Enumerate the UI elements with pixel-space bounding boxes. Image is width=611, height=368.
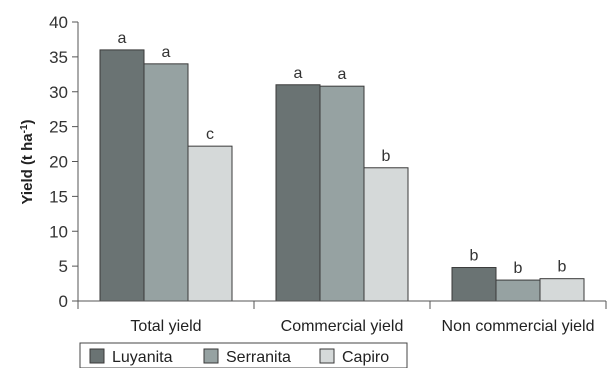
bar-serranita-0 [143, 63, 189, 302]
svg-text:Yield (t ha-1): Yield (t ha-1) [19, 119, 37, 204]
y-tick-label: 10 [49, 222, 68, 241]
bar-luyanita-1 [275, 84, 321, 302]
data-label: c [206, 126, 214, 143]
bar-capiro-2 [539, 278, 585, 302]
bar-capiro-0 [187, 145, 233, 302]
y-tick-label: 0 [59, 292, 68, 311]
y-tick-label: 40 [49, 13, 68, 32]
x-axis-category-labels: Total yield Commercial yield Non commercia… [130, 318, 594, 335]
axes [77, 22, 607, 309]
x-category-label: Commercial yield [281, 318, 404, 335]
y-axis-title-superscript: -1 [19, 124, 30, 133]
legend-swatch-capiro [319, 348, 335, 364]
legend-swatch-luyanita [89, 348, 105, 364]
legend-box [79, 342, 408, 368]
y-tick-label: 5 [59, 257, 68, 276]
y-tick-label: 15 [49, 187, 68, 206]
bar-serranita-1 [319, 85, 365, 302]
legend-label-capiro: Capiro [342, 349, 389, 366]
data-label: b [382, 148, 391, 165]
data-label: b [514, 260, 523, 277]
y-tick-label: 25 [49, 118, 68, 137]
y-axis-title-close: ) [19, 119, 36, 124]
data-label: a [118, 30, 127, 47]
bar-luyanita-0 [99, 49, 145, 302]
y-tick-label: 30 [49, 83, 68, 102]
data-label: a [294, 65, 303, 82]
bar-capiro-1 [363, 167, 409, 302]
y-tick-label: 20 [49, 153, 68, 172]
y-tick-label: 35 [49, 48, 68, 67]
y-axis-title-text: Yield (t ha [19, 133, 36, 205]
bars: a a c a a b b b b [99, 30, 585, 302]
x-category-label: Non commercial yield [442, 318, 595, 335]
legend-swatch-serranita [203, 348, 219, 364]
x-category-label: Total yield [130, 318, 201, 335]
data-label: a [162, 44, 171, 61]
bar-serranita-2 [495, 279, 541, 302]
legend-label-serranita: Serranita [226, 349, 291, 366]
data-label: b [558, 259, 567, 276]
y-axis-title: Yield (t ha-1) [19, 119, 37, 204]
legend-label-luyanita: Luyanita [112, 349, 173, 366]
data-label: a [338, 66, 347, 83]
legend: Luyanita Serranita Capiro [79, 342, 408, 368]
y-axis-ticks: 0 5 10 15 20 25 30 35 40 [49, 13, 78, 311]
bar-luyanita-2 [451, 267, 497, 302]
data-label: b [470, 248, 479, 265]
